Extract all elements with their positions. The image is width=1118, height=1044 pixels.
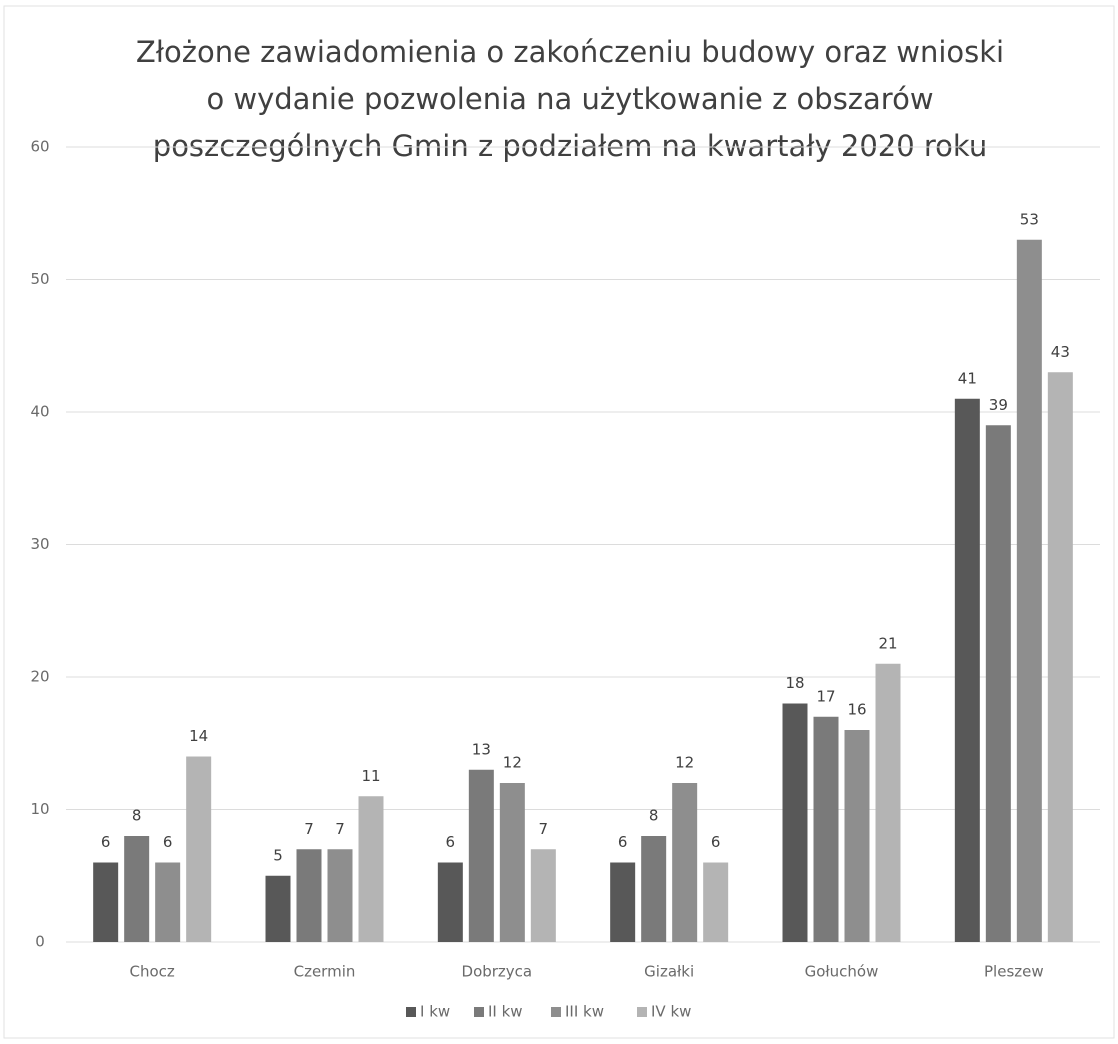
value-label: 7 — [304, 820, 314, 838]
bar — [499, 783, 525, 942]
bar — [437, 862, 463, 942]
value-label: 12 — [503, 754, 522, 772]
y-tick-label: 40 — [30, 403, 49, 421]
bar — [296, 849, 322, 942]
y-tick-label: 20 — [30, 668, 49, 686]
bar — [358, 796, 384, 942]
y-tick-label: 30 — [30, 535, 49, 553]
value-label: 8 — [132, 807, 142, 825]
y-tick-label: 60 — [30, 138, 49, 156]
value-label: 6 — [618, 833, 628, 851]
value-label: 43 — [1051, 343, 1070, 361]
value-label: 6 — [711, 833, 721, 851]
bar — [155, 862, 181, 942]
bar — [93, 862, 119, 942]
x-tick-label: Chocz — [130, 963, 175, 981]
bar — [813, 716, 839, 942]
bar — [186, 756, 212, 942]
legend-label: I kw — [420, 1003, 450, 1021]
value-label: 6 — [446, 833, 456, 851]
legend-swatch — [474, 1007, 484, 1017]
value-label: 21 — [878, 634, 897, 652]
legend-label: IV kw — [651, 1003, 691, 1021]
bar — [844, 730, 870, 942]
bar — [782, 703, 808, 942]
value-label: 6 — [101, 833, 111, 851]
bar — [530, 849, 556, 942]
legend-swatch — [637, 1007, 647, 1017]
legend-label: II kw — [488, 1003, 523, 1021]
value-label: 6 — [163, 833, 173, 851]
value-label: 18 — [785, 674, 804, 692]
bar — [703, 862, 729, 942]
y-tick-label: 0 — [35, 933, 45, 951]
bar — [124, 836, 150, 942]
bar — [1047, 372, 1073, 942]
bar — [641, 836, 667, 942]
bar — [985, 425, 1011, 942]
bar — [875, 663, 901, 942]
value-label: 7 — [335, 820, 345, 838]
x-tick-label: Dobrzyca — [462, 963, 533, 981]
value-label: 8 — [649, 807, 659, 825]
bar — [468, 769, 494, 942]
bar — [327, 849, 353, 942]
value-label: 16 — [847, 701, 866, 719]
value-label: 41 — [958, 369, 977, 387]
value-label: 53 — [1020, 210, 1039, 228]
bar — [265, 875, 291, 942]
value-label: 17 — [816, 687, 835, 705]
chart-title: o wydanie pozwolenia na użytkowanie z ob… — [206, 82, 933, 116]
value-label: 13 — [472, 740, 491, 758]
x-tick-label: Pleszew — [984, 963, 1044, 981]
chart-title: poszczególnych Gmin z podziałem na kwart… — [153, 129, 987, 163]
bar — [610, 862, 636, 942]
value-label: 5 — [273, 846, 283, 864]
value-label: 7 — [539, 820, 549, 838]
legend-swatch — [551, 1007, 561, 1017]
x-tick-label: Czermin — [294, 963, 356, 981]
value-label: 11 — [361, 767, 380, 785]
y-tick-label: 50 — [30, 270, 49, 288]
legend-label: III kw — [565, 1003, 604, 1021]
value-label: 39 — [989, 396, 1008, 414]
x-tick-label: Gizałki — [644, 963, 694, 981]
bar — [954, 398, 980, 942]
chart-title: Złożone zawiadomienia o zakończeniu budo… — [136, 35, 1004, 69]
legend-swatch — [406, 1007, 416, 1017]
value-label: 12 — [675, 754, 694, 772]
value-label: 14 — [189, 727, 208, 745]
x-tick-label: Gołuchów — [805, 963, 879, 981]
bar — [1016, 239, 1042, 942]
bar — [672, 783, 698, 942]
y-tick-label: 10 — [30, 800, 49, 818]
